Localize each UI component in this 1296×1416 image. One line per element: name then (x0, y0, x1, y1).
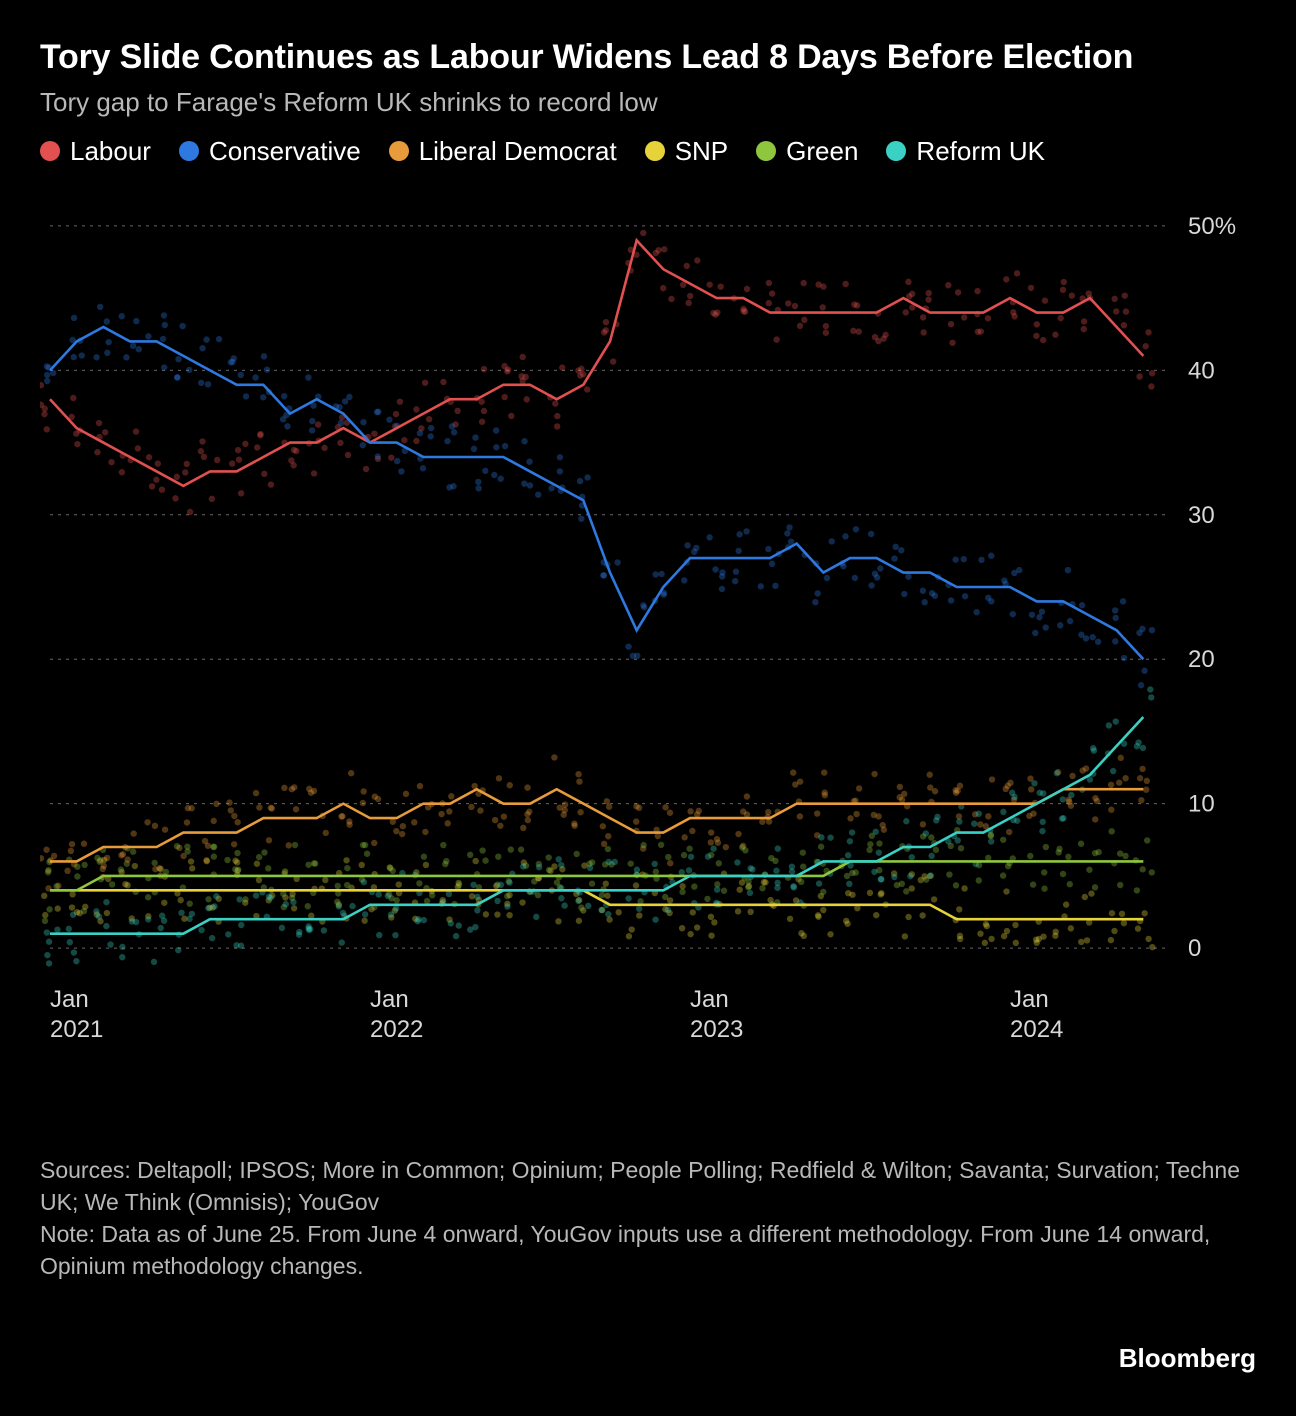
y-tick-label: 10 (1188, 790, 1215, 817)
legend-label: Labour (70, 136, 151, 167)
conservative-swatch-icon (179, 141, 199, 161)
legend-item-reform: Reform UK (886, 136, 1045, 167)
brand: Bloomberg (1119, 1343, 1256, 1374)
legend-item-green: Green (756, 136, 858, 167)
x-tick-label: Jan (50, 986, 89, 1013)
legend-label: Conservative (209, 136, 361, 167)
sources-line-2: Note: Data as of June 25. From June 4 on… (40, 1218, 1256, 1282)
x-tick-label: Jan (690, 986, 729, 1013)
reform-swatch-icon (886, 141, 906, 161)
chart-card: Tory Slide Continues as Labour Widens Le… (0, 0, 1296, 1416)
libdem-swatch-icon (389, 141, 409, 161)
series-line-conservative (50, 327, 1143, 659)
x-tick-label: Jan (370, 986, 409, 1013)
sources-line-1: Sources: Deltapoll; IPSOS; More in Commo… (40, 1154, 1256, 1218)
legend-label: SNP (675, 136, 728, 167)
x-tick-year: 2022 (370, 1016, 423, 1043)
legend-item-snp: SNP (645, 136, 728, 167)
legend: Labour Conservative Liberal Democrat SNP Gre… (40, 136, 1256, 167)
snp-swatch-icon (645, 141, 665, 161)
legend-label: Reform UK (916, 136, 1045, 167)
y-tick-label: 50% (1188, 212, 1236, 239)
legend-item-conservative: Conservative (179, 136, 361, 167)
sources: Sources: Deltapoll; IPSOS; More in Commo… (40, 1154, 1256, 1283)
legend-label: Liberal Democrat (419, 136, 617, 167)
legend-item-libdem: Liberal Democrat (389, 136, 617, 167)
x-tick-year: 2024 (1010, 1016, 1063, 1043)
x-tick-label: Jan (1010, 986, 1049, 1013)
series-line-labour (50, 240, 1143, 486)
y-tick-label: 20 (1188, 646, 1215, 673)
legend-item-labour: Labour (40, 136, 151, 167)
chart-area: 0 10 20 30 40 50% Jan 2021 Jan 2022 Jan 2023 Jan 2024 (40, 179, 1256, 1049)
title: Tory Slide Continues as Labour Widens Le… (40, 36, 1256, 79)
labour-swatch-icon (40, 141, 60, 161)
subtitle: Tory gap to Farage's Reform UK shrinks t… (40, 87, 1256, 118)
x-tick-year: 2023 (690, 1016, 743, 1043)
chart-svg: 0 10 20 30 40 50% Jan 2021 Jan 2022 Jan 2023 Jan 2024 (40, 179, 1256, 1049)
y-tick-label: 30 (1188, 501, 1215, 528)
green-swatch-icon (756, 141, 776, 161)
y-tick-label: 40 (1188, 357, 1215, 384)
y-tick-label: 0 (1188, 935, 1201, 962)
legend-label: Green (786, 136, 858, 167)
x-tick-year: 2021 (50, 1016, 103, 1043)
